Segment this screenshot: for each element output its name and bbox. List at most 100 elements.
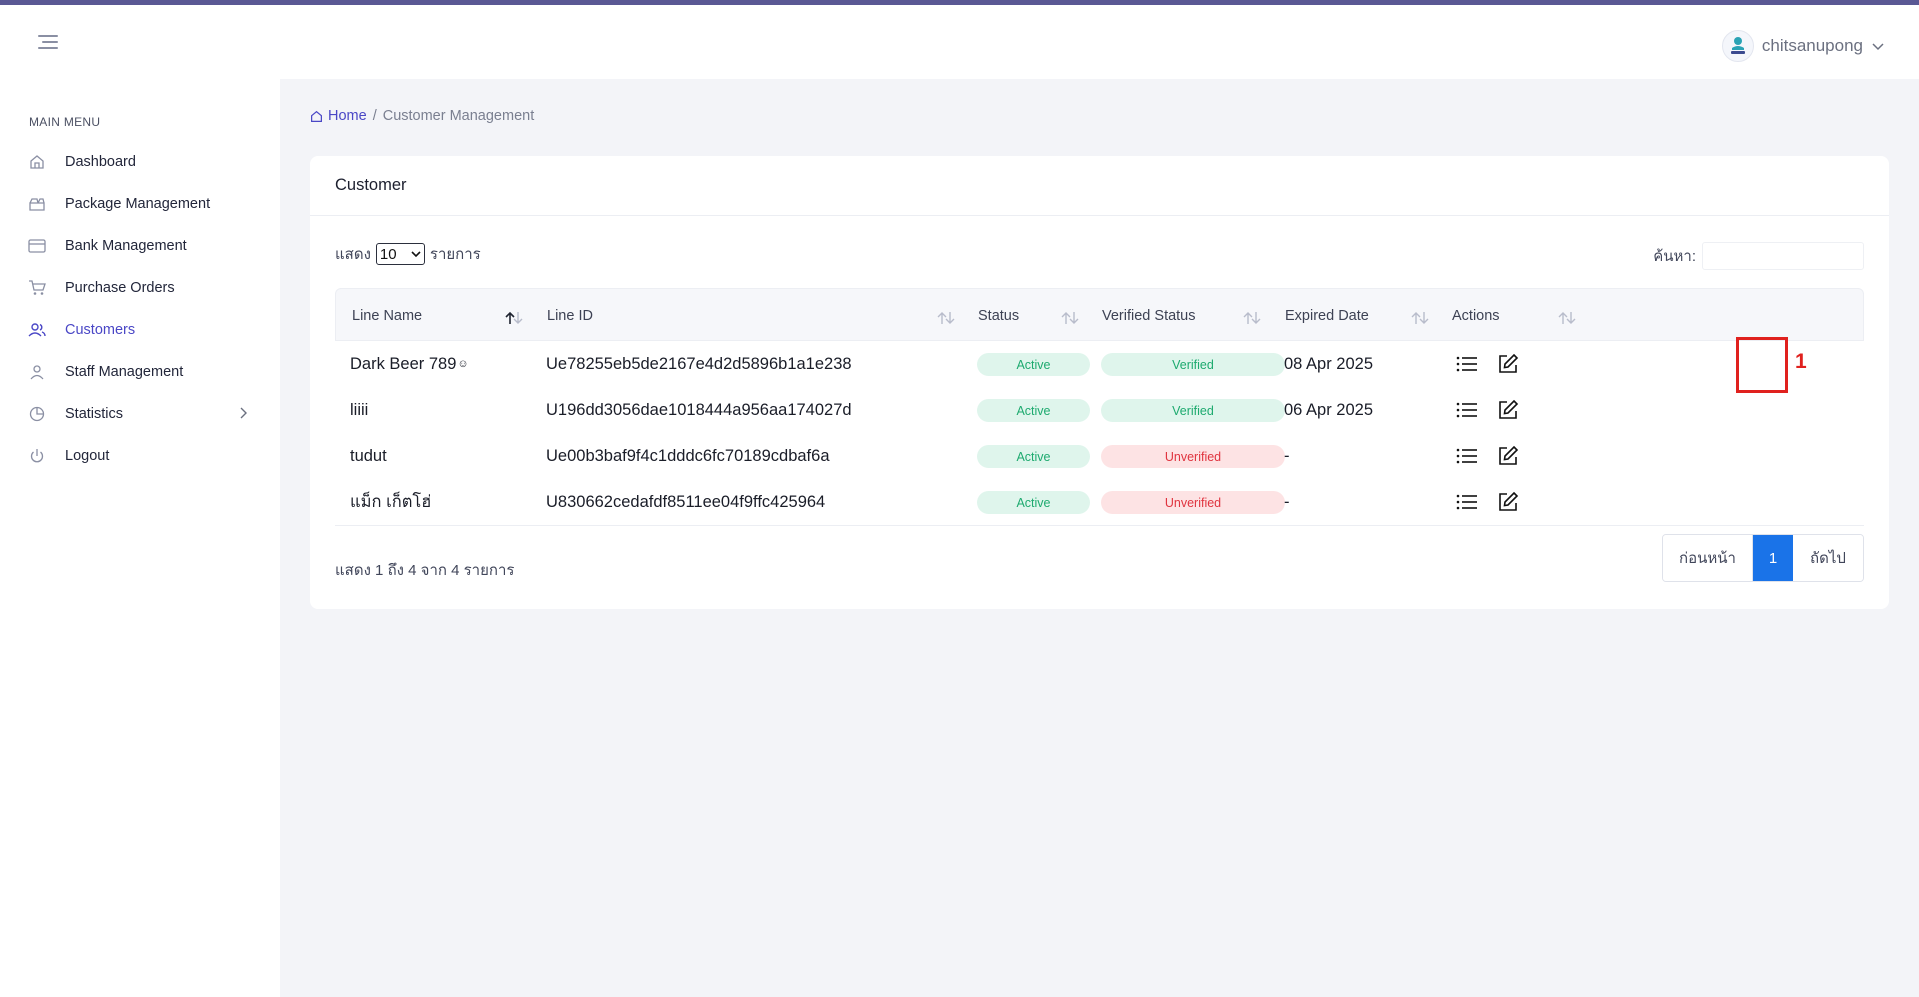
verified-badge: Unverified: [1101, 491, 1285, 514]
menu-title: MAIN MENU: [29, 115, 101, 129]
table-row: liiii U196dd3056dae1018444a956aa174027d …: [335, 387, 1864, 433]
edit-icon[interactable]: [1496, 352, 1520, 376]
sidebar-item-customers[interactable]: Customers: [0, 309, 280, 351]
breadcrumb-current: Customer Management: [382, 108, 535, 124]
sidebar-item-label: Customers: [65, 322, 136, 338]
cell-line-id: U196dd3056dae1018444a956aa174027d: [546, 400, 852, 419]
column-header-line-id[interactable]: Line ID: [547, 307, 593, 324]
column-header-status[interactable]: Status: [978, 307, 1020, 324]
sort-icon[interactable]: [1410, 311, 1430, 325]
cell-line-id: Ue00b3baf9f4c1dddc6fc70189cdbaf6a: [546, 446, 830, 465]
top-accent-stripe: [0, 0, 1919, 5]
pagination-next[interactable]: ถัดไป: [1793, 535, 1863, 581]
list-detail-icon[interactable]: [1455, 444, 1479, 468]
column-header-verified-status[interactable]: Verified Status: [1102, 307, 1196, 324]
page-length-select[interactable]: 10: [375, 243, 425, 265]
username: chitsanupong: [1761, 36, 1863, 55]
chevron-right-icon: [240, 407, 247, 419]
table-row: tudut Ue00b3baf9f4c1dddc6fc70189cdbaf6a …: [335, 433, 1864, 479]
cell-line-name: Dark Beer 789 ☺: [350, 354, 469, 373]
cell-line-name: tudut: [350, 446, 387, 465]
list-detail-icon[interactable]: [1455, 490, 1479, 514]
edit-icon[interactable]: [1496, 398, 1520, 422]
status-badge: Active: [977, 445, 1090, 468]
cell-expired-date: 08 Apr 2025: [1284, 354, 1373, 373]
pagination: ก่อนหน้า 1 ถัดไป: [1662, 534, 1864, 582]
sort-icon[interactable]: [1557, 311, 1577, 325]
verified-badge: Verified: [1101, 399, 1285, 422]
sidebar-item-label: Dashboard: [65, 154, 136, 170]
home-icon: [311, 110, 322, 122]
highlight-box: [1736, 337, 1788, 393]
credit-card-icon: [28, 237, 46, 255]
sidebar-item-label: Logout: [65, 448, 110, 464]
sidebar-item-label: Statistics: [65, 406, 124, 422]
cell-line-name: liiii: [350, 400, 369, 419]
sort-icon[interactable]: [1242, 311, 1262, 325]
sidebar-item-statistics[interactable]: Statistics: [0, 393, 280, 435]
top-header: chitsanupong: [0, 5, 1919, 79]
sidebar-item-bank-management[interactable]: Bank Management: [0, 225, 280, 267]
pagination-previous[interactable]: ก่อนหน้า: [1663, 535, 1753, 581]
search-control: ค้นหา:: [1653, 242, 1864, 270]
list-detail-icon[interactable]: [1455, 352, 1479, 376]
search-input[interactable]: [1702, 242, 1864, 270]
sidebar-item-staff-management[interactable]: Staff Management: [0, 351, 280, 393]
list-detail-icon[interactable]: [1455, 398, 1479, 422]
sidebar-menu: Dashboard Package Management Bank Manage…: [0, 141, 280, 477]
sort-icon[interactable]: [504, 311, 524, 325]
column-header-actions[interactable]: Actions: [1452, 307, 1500, 324]
package-icon: [28, 195, 46, 213]
cell-line-id: Ue78255eb5de2167e4d2d5896b1a1e238: [546, 354, 852, 373]
cell-line-name: แม็ก เก็ตโฮ่: [350, 493, 432, 511]
customer-card: Customer แสดง 10 รายการ ค้นหา: Line Name…: [310, 156, 1889, 609]
sidebar-item-label: Staff Management: [65, 364, 184, 380]
table-info: แสดง 1 ถึง 4 จาก 4 รายการ: [335, 562, 515, 579]
user-icon: [28, 363, 46, 381]
table-row: Dark Beer 789 ☺ Ue78255eb5de2167e4d2d5896…: [335, 341, 1864, 387]
breadcrumb: Home / Customer Management: [310, 108, 534, 124]
chevron-down-icon: [1872, 43, 1884, 51]
cell-line-id: U830662cedafdf8511ee04f9ffc425964: [546, 492, 826, 511]
chevron-down-icon: [411, 251, 421, 258]
table-row: แม็ก เก็ตโฮ่ U830662cedafdf8511ee04f9ffc…: [335, 479, 1864, 525]
search-label: ค้นหา:: [1653, 248, 1696, 265]
card-title: Customer: [335, 176, 407, 194]
cell-expired-date: 06 Apr 2025: [1284, 400, 1373, 419]
sort-icon[interactable]: [936, 311, 956, 325]
sidebar-item-dashboard[interactable]: Dashboard: [0, 141, 280, 183]
emoji-icon: ☺: [457, 358, 469, 370]
breadcrumb-home[interactable]: Home: [310, 108, 367, 124]
highlight-number: 1: [1795, 350, 1807, 373]
column-header-line-name[interactable]: Line Name: [352, 307, 423, 324]
customer-table: Line Name Line ID Status Verified Status…: [335, 288, 1864, 526]
menu-toggle-icon[interactable]: [38, 35, 60, 53]
breadcrumb-home-label: Home: [328, 108, 367, 124]
sidebar-item-package-management[interactable]: Package Management: [0, 183, 280, 225]
sidebar-item-label: Purchase Orders: [65, 280, 175, 296]
table-header: Line Name Line ID Status Verified Status…: [335, 288, 1864, 341]
edit-icon[interactable]: [1496, 490, 1520, 514]
pagination-page-1[interactable]: 1: [1753, 535, 1793, 581]
pie-chart-icon: [28, 405, 46, 423]
sidebar-item-logout[interactable]: Logout: [0, 435, 280, 477]
breadcrumb-separator: /: [372, 108, 377, 124]
power-icon: [28, 447, 46, 465]
cell-expired-date: -: [1284, 492, 1290, 511]
card-header: Customer: [310, 156, 1889, 216]
status-badge: Active: [977, 491, 1090, 514]
cart-icon: [28, 279, 46, 297]
home-icon: [28, 153, 46, 171]
length-suffix: รายการ: [429, 246, 481, 263]
column-header-expired-date[interactable]: Expired Date: [1285, 307, 1369, 324]
page-length-value: 10: [379, 245, 397, 263]
verified-badge: Unverified: [1101, 445, 1285, 468]
sidebar-item-purchase-orders[interactable]: Purchase Orders: [0, 267, 280, 309]
verified-badge: Verified: [1101, 353, 1285, 376]
user-menu[interactable]: chitsanupong: [1721, 29, 1885, 63]
status-badge: Active: [977, 399, 1090, 422]
cell-expired-date: -: [1284, 446, 1290, 465]
sidebar: MAIN MENU Dashboard Package Management B…: [0, 79, 280, 997]
edit-icon[interactable]: [1496, 444, 1520, 468]
sort-icon[interactable]: [1060, 311, 1080, 325]
